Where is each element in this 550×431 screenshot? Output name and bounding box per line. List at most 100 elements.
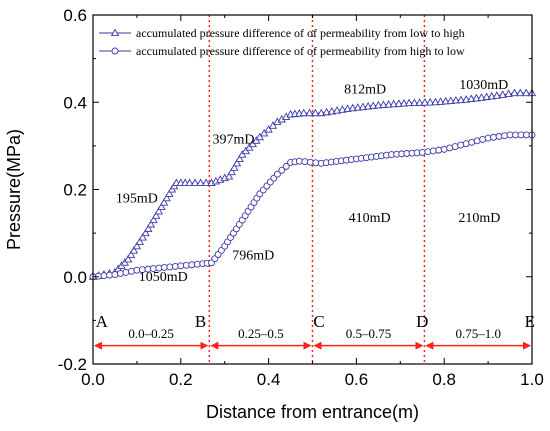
circle-point <box>479 135 487 143</box>
triangle-point <box>374 100 383 109</box>
series-group <box>88 88 537 281</box>
legend-triangle-marker <box>110 28 120 37</box>
section-letter: E <box>525 312 535 331</box>
x-tick-label: 0.4 <box>257 370 281 389</box>
triangle-point <box>317 108 326 117</box>
triangle-point <box>141 228 150 237</box>
triangle-point <box>311 108 320 117</box>
triangle-point <box>230 163 239 171</box>
triangle-point <box>436 97 445 105</box>
triangle-point <box>185 178 194 187</box>
triangle-point <box>235 154 244 163</box>
triangle-point <box>394 99 403 107</box>
y-tick-label: 0.0 <box>63 268 87 287</box>
range-arrow-group: 0.0–0.25 0.25–0.5 0.5–0.75 0.75–1.0 A B C D E <box>94 312 535 350</box>
triangle-point <box>353 103 363 111</box>
permeability-label: 410mD <box>349 211 391 226</box>
triangle-point <box>504 89 513 98</box>
y-axis-title: Pressure(MPa) <box>4 129 24 250</box>
range-label: 0.75–1.0 <box>455 326 501 341</box>
circle-point <box>424 148 432 156</box>
triangle-point <box>305 108 314 117</box>
triangle-point <box>358 102 368 111</box>
circle-point <box>484 134 492 142</box>
triangle-point <box>441 96 450 105</box>
section-letter: B <box>195 312 206 331</box>
triangle-point <box>260 128 269 137</box>
triangle-point <box>165 189 174 197</box>
circle-point <box>495 133 503 140</box>
triangle-point <box>162 193 171 202</box>
permeability-label: 1050mD <box>139 270 188 285</box>
triangle-point <box>227 167 236 176</box>
triangle-point <box>201 178 211 187</box>
triangle-point <box>264 124 273 133</box>
circle-point <box>451 143 459 150</box>
triangle-point <box>126 250 136 258</box>
circle-point <box>282 162 290 170</box>
triangle-point <box>159 198 169 206</box>
circle-point <box>127 267 135 275</box>
triangle-point <box>399 98 409 107</box>
legend: accumulated pressure difference of of pe… <box>99 26 465 58</box>
triangle-point <box>516 88 525 97</box>
circle-point <box>457 141 465 149</box>
y-tick-label: 0.6 <box>63 6 87 25</box>
permeability-label: 812mD <box>344 83 386 98</box>
range-label: 0.25–0.5 <box>238 326 284 341</box>
triangle-point <box>492 91 502 99</box>
permeability-label: 210mD <box>458 211 500 226</box>
triangle-point <box>389 99 398 108</box>
permeability-label: 796mD <box>232 248 274 263</box>
circle-point <box>278 166 286 174</box>
triangle-point <box>404 98 414 107</box>
triangle-point <box>196 178 205 187</box>
legend-label: accumulated pressure difference of of pe… <box>136 26 465 40</box>
triangle-point <box>510 88 519 97</box>
circle-point <box>122 268 130 276</box>
triangle-point <box>255 132 264 141</box>
circle-point <box>468 138 476 146</box>
triangle-point <box>157 202 166 210</box>
range-label: 0.5–0.75 <box>346 326 392 341</box>
triangle-point <box>149 215 158 224</box>
legend-circle-marker <box>111 47 119 55</box>
triangle-point <box>123 254 133 263</box>
circle-point <box>446 144 454 152</box>
divider-group <box>208 15 426 364</box>
x-tick-label: 1.0 <box>520 370 544 389</box>
triangle-point <box>363 101 373 110</box>
section-letter: D <box>416 312 428 331</box>
triangle-point <box>132 241 142 250</box>
permeability-label: 397mD <box>212 133 254 148</box>
triangle-point <box>498 90 507 98</box>
triangle-point <box>410 98 419 106</box>
y-tick-label: 0.4 <box>63 93 87 112</box>
x-tick-label: 0.2 <box>169 370 193 389</box>
axes-group: 0.0 0.2 0.4 0.6 0.8 1.0-0.20.00.20.40.6Distan… <box>4 6 544 422</box>
circle-point <box>462 140 470 148</box>
triangle-point <box>299 108 308 117</box>
triangle-point <box>420 98 430 106</box>
x-tick-label: 0.8 <box>432 370 456 389</box>
x-tick-label: 0.6 <box>345 370 369 389</box>
triangle-point <box>451 95 461 104</box>
circle-point <box>116 270 124 277</box>
triangle-point <box>138 232 147 241</box>
circle-point <box>490 133 498 141</box>
triangle-point <box>135 237 144 245</box>
triangle-point <box>379 100 388 108</box>
triangle-point <box>431 97 440 106</box>
triangle-point <box>521 88 531 97</box>
triangle-point <box>338 105 347 113</box>
triangle-point <box>415 98 424 106</box>
circle-point <box>440 145 448 153</box>
x-tick-label: 0.0 <box>81 370 105 389</box>
annotation-group: 195mD 1050mD 397mD 796mD 812mD 410mD 1030mD 210… <box>116 78 508 285</box>
triangle-point <box>268 121 278 129</box>
triangle-point <box>154 206 164 215</box>
circle-point <box>418 148 426 156</box>
circle-point <box>111 271 119 279</box>
triangle-point <box>425 97 435 106</box>
triangle-point <box>224 171 234 180</box>
